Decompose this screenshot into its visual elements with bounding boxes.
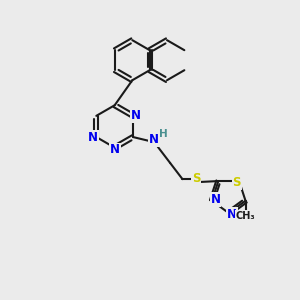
Text: N: N: [110, 143, 120, 157]
Text: N: N: [149, 133, 159, 146]
Text: N: N: [131, 109, 141, 122]
Text: S: S: [232, 176, 241, 189]
Text: CH₃: CH₃: [236, 211, 255, 220]
Text: N: N: [88, 130, 98, 143]
Text: N: N: [211, 193, 220, 206]
Text: H: H: [159, 129, 168, 139]
Text: S: S: [192, 172, 200, 185]
Text: N: N: [227, 208, 237, 221]
